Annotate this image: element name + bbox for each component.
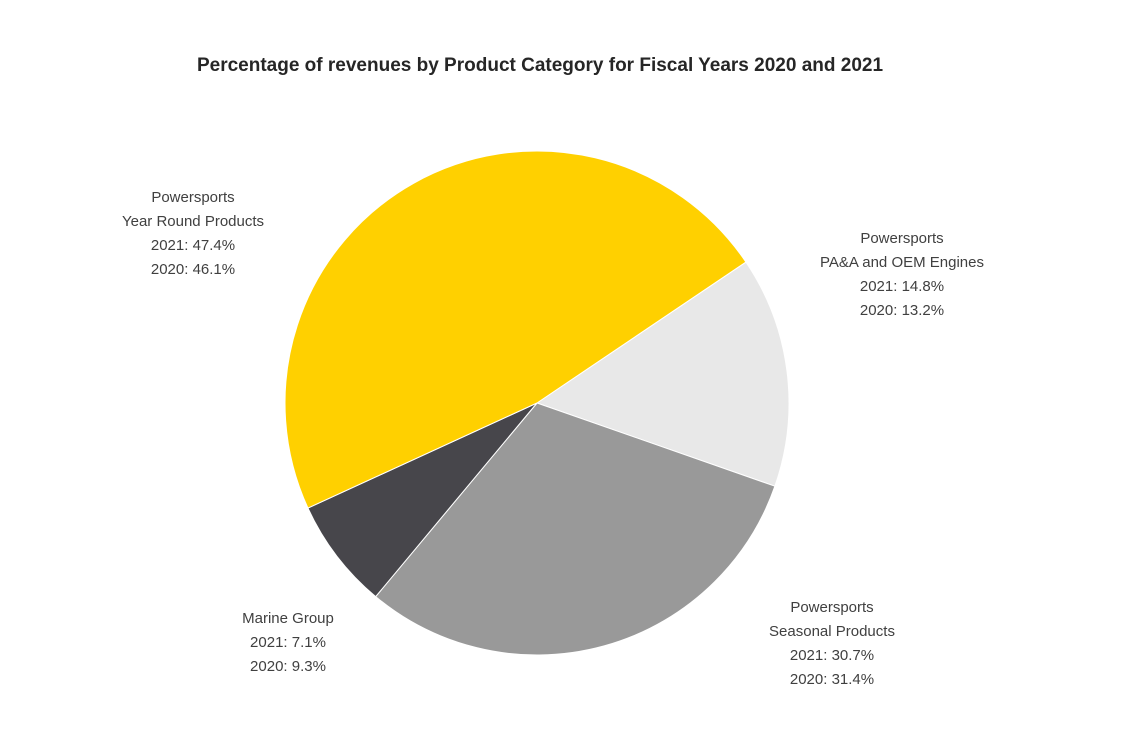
- slice-label-line: Year Round Products: [122, 213, 264, 230]
- slice-label-line: 2021: 14.8%: [860, 278, 944, 295]
- pie-slice-powersports-seasonal-products: [374, 402, 776, 656]
- slice-label-line: Powersports: [790, 599, 873, 616]
- slice-label-line: 2021: 47.4%: [151, 237, 235, 254]
- pie-slices: [284, 150, 790, 656]
- slice-label-line: Powersports: [151, 189, 234, 206]
- slice-label-powersports-paanda-and-oem-engines: Powersports PA&A and OEM Engines 2021: 14.…: [820, 230, 984, 319]
- slice-label-marine-group: Marine Group 2021: 7.1% 2020: 9.3%: [242, 610, 334, 675]
- slice-label-line: Marine Group: [242, 610, 334, 627]
- pie-slice-marine-group: [307, 402, 538, 598]
- pie-slice-powersports-paanda-and-oem-engines: [535, 261, 790, 487]
- slice-label-line: 2021: 30.7%: [790, 647, 874, 664]
- slice-label-powersports-seasonal-products: Powersports Seasonal Products 2021: 30.7% 2…: [769, 599, 895, 688]
- slice-label-line: Powersports: [860, 230, 943, 247]
- slice-labels: Powersports PA&A and OEM Engines 2021: 14.…: [122, 189, 984, 688]
- slice-label-line: 2020: 46.1%: [151, 261, 235, 278]
- chart-title: Percentage of revenues by Product Catego…: [197, 55, 884, 76]
- slice-label-line: 2020: 9.3%: [250, 658, 326, 675]
- slice-label-line: 2020: 13.2%: [860, 302, 944, 319]
- pie-slice-powersports-year-round-products: [284, 150, 747, 509]
- slice-label-powersports-year-round-products: Powersports Year Round Products 2021: 47.4…: [122, 189, 264, 278]
- slice-label-line: PA&A and OEM Engines: [820, 254, 984, 271]
- slice-label-line: 2021: 7.1%: [250, 634, 326, 651]
- slice-label-line: Seasonal Products: [769, 623, 895, 640]
- slice-label-line: 2020: 31.4%: [790, 671, 874, 688]
